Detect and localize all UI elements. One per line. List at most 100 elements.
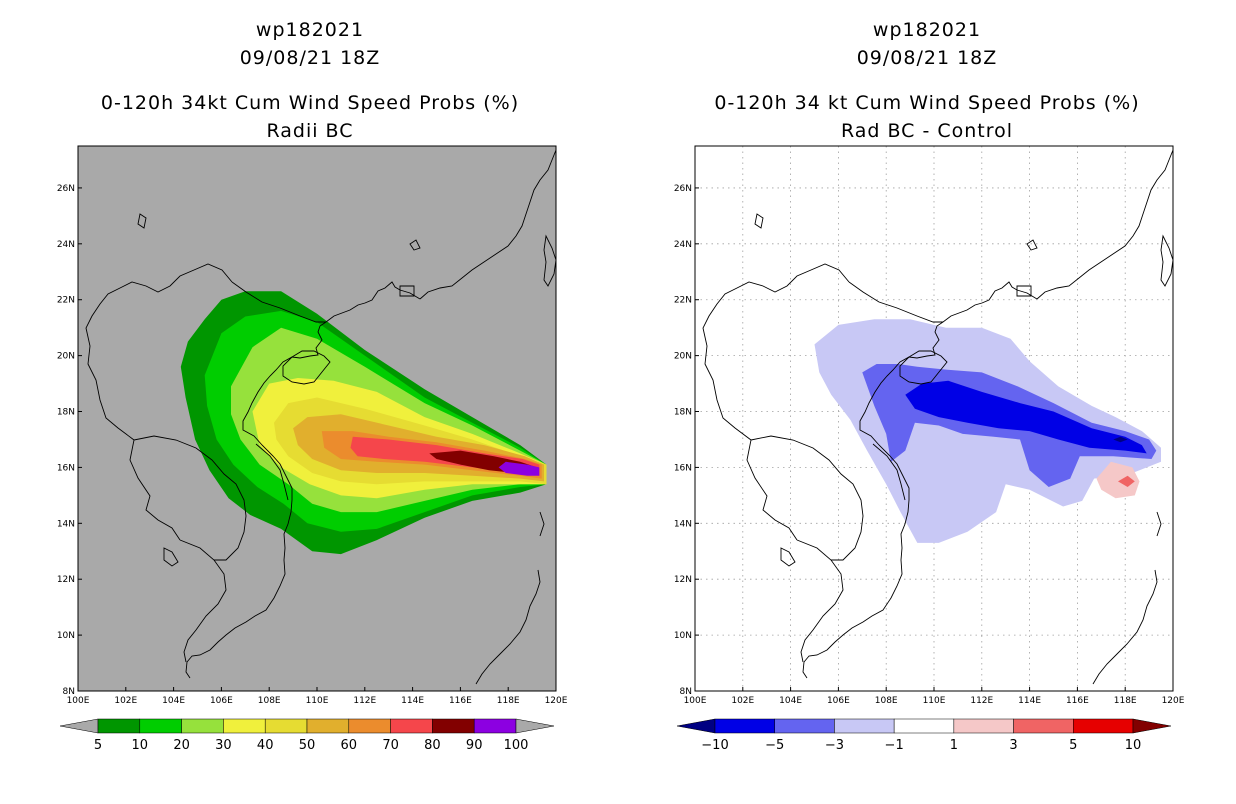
colorbar-label: 40 bbox=[257, 738, 274, 753]
colorbar-segment bbox=[348, 718, 391, 734]
right-title-date: 09/08/21 18Z bbox=[857, 47, 998, 69]
y-tick-label: 12N bbox=[57, 575, 75, 585]
left-panel: wp182021 09/08/21 18Z 0-120h 34kt Cum Wi… bbox=[57, 19, 568, 753]
colorbar-segment bbox=[139, 718, 182, 734]
x-tick-label: 110E bbox=[306, 696, 329, 706]
colorbar-label: 10 bbox=[1125, 738, 1142, 753]
right-title-variant: Rad BC - Control bbox=[841, 120, 1013, 142]
x-tick-label: 104E bbox=[779, 696, 802, 706]
x-tick-label: 102E bbox=[114, 696, 137, 706]
colorbar-segment bbox=[953, 718, 1014, 734]
y-tick-label: 16N bbox=[674, 463, 692, 473]
x-tick-label: 100E bbox=[67, 696, 90, 706]
colorbar-label: 1 bbox=[950, 738, 958, 753]
x-tick-label: 116E bbox=[1066, 696, 1089, 706]
colorbar-under-arrow bbox=[676, 718, 716, 734]
colorbar-segment bbox=[223, 718, 266, 734]
y-tick-label: 10N bbox=[57, 631, 75, 641]
y-tick-label: 12N bbox=[674, 575, 692, 585]
colorbar-label: −1 bbox=[885, 738, 904, 753]
colorbar-label: −5 bbox=[765, 738, 784, 753]
y-tick-label: 8N bbox=[63, 687, 75, 697]
colorbar-under-arrow bbox=[59, 718, 99, 734]
right-contours bbox=[814, 319, 1161, 543]
left-title-variant: Radii BC bbox=[266, 120, 353, 142]
y-tick-label: 24N bbox=[674, 240, 692, 250]
colorbar-segment bbox=[1013, 718, 1074, 734]
y-tick-label: 22N bbox=[674, 296, 692, 306]
x-tick-label: 120E bbox=[545, 696, 568, 706]
colorbar-segment bbox=[834, 718, 895, 734]
x-tick-label: 106E bbox=[210, 696, 233, 706]
x-tick-label: 110E bbox=[923, 696, 946, 706]
colorbar-segment bbox=[714, 718, 775, 734]
colorbar-segment bbox=[774, 718, 835, 734]
colorbar-label: 20 bbox=[173, 738, 190, 753]
right-panel: wp182021 09/08/21 18Z 0-120h 34 kt Cum W… bbox=[674, 19, 1185, 753]
colorbar-label: 5 bbox=[94, 738, 102, 753]
y-tick-label: 10N bbox=[674, 631, 692, 641]
x-tick-label: 114E bbox=[401, 696, 424, 706]
y-tick-label: 16N bbox=[57, 463, 75, 473]
colorbar-label: −10 bbox=[701, 738, 728, 753]
colorbar-segment bbox=[306, 718, 350, 734]
x-tick-label: 108E bbox=[258, 696, 281, 706]
colorbar-segment bbox=[264, 718, 308, 734]
y-tick-label: 14N bbox=[674, 519, 692, 529]
y-tick-label: 26N bbox=[674, 184, 692, 194]
contour-level-90 bbox=[498, 461, 540, 476]
y-tick-label: 24N bbox=[57, 240, 75, 250]
colorbar-label: 10 bbox=[132, 738, 149, 753]
colorbar-segment bbox=[893, 718, 955, 734]
colorbar-label: 30 bbox=[215, 738, 232, 753]
colorbar-label: 100 bbox=[504, 738, 529, 753]
x-tick-label: 114E bbox=[1018, 696, 1041, 706]
x-tick-label: 104E bbox=[162, 696, 185, 706]
right-title-storm: wp182021 bbox=[873, 19, 981, 41]
right-title-product: 0-120h 34 kt Cum Wind Speed Probs (%) bbox=[714, 92, 1139, 114]
y-tick-label: 8N bbox=[680, 687, 692, 697]
colorbar-segment bbox=[97, 718, 141, 734]
colorbar-label: 70 bbox=[382, 738, 399, 753]
colorbar-over-arrow bbox=[515, 718, 555, 734]
contour-level-1 bbox=[1096, 461, 1140, 499]
y-tick-label: 20N bbox=[57, 352, 75, 362]
x-tick-label: 108E bbox=[875, 696, 898, 706]
colorbar-label: 5 bbox=[1069, 738, 1077, 753]
x-tick-label: 118E bbox=[497, 696, 520, 706]
x-tick-label: 118E bbox=[1114, 696, 1137, 706]
colorbar-label: 90 bbox=[466, 738, 483, 753]
colorbar-label: 60 bbox=[341, 738, 358, 753]
x-tick-label: 106E bbox=[827, 696, 850, 706]
colorbar-segment bbox=[181, 718, 224, 734]
x-tick-label: 100E bbox=[684, 696, 707, 706]
right-axis-ticks: 100E 102E 104E 106E 108E 110E 112E 114E 116E 118E… bbox=[674, 184, 1185, 706]
colorbar-segment bbox=[390, 718, 433, 734]
y-tick-label: 14N bbox=[57, 519, 75, 529]
colorbar-segment bbox=[473, 718, 517, 734]
colorbar-over-arrow bbox=[1132, 718, 1172, 734]
y-tick-label: 20N bbox=[674, 352, 692, 362]
colorbar-label: 3 bbox=[1009, 738, 1017, 753]
right-colorbar: −10 −5 −3 −1 1 3 5 10 bbox=[676, 718, 1172, 753]
contour-level-3 bbox=[1118, 475, 1135, 487]
contour-level--10 bbox=[1113, 436, 1128, 443]
y-tick-label: 26N bbox=[57, 184, 75, 194]
left-title-date: 09/08/21 18Z bbox=[240, 47, 381, 69]
left-title-storm: wp182021 bbox=[256, 19, 364, 41]
left-contours bbox=[180, 291, 547, 555]
colorbar-segment bbox=[432, 718, 475, 734]
x-tick-label: 120E bbox=[1162, 696, 1185, 706]
colorbar-segment bbox=[1073, 718, 1134, 734]
x-tick-label: 116E bbox=[449, 696, 472, 706]
y-tick-label: 18N bbox=[57, 408, 75, 418]
left-axis-ticks: 100E 102E 104E 106E 108E 110E 112E 114E 116E 118E… bbox=[57, 184, 568, 706]
x-tick-label: 102E bbox=[731, 696, 754, 706]
y-tick-label: 18N bbox=[674, 408, 692, 418]
contour-level--5 bbox=[905, 380, 1147, 454]
colorbar-label: −3 bbox=[825, 738, 844, 753]
y-tick-label: 22N bbox=[57, 296, 75, 306]
left-title-product: 0-120h 34kt Cum Wind Speed Probs (%) bbox=[101, 92, 519, 114]
x-tick-label: 112E bbox=[970, 696, 993, 706]
